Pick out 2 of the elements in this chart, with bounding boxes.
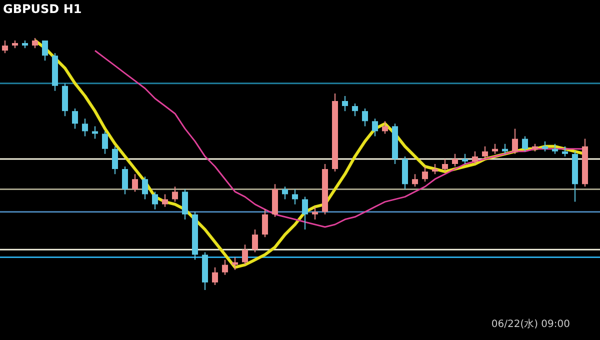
text: 06/22(水) 09:00 [491, 318, 570, 330]
chart-title: GBPUSD H1 [3, 2, 82, 16]
